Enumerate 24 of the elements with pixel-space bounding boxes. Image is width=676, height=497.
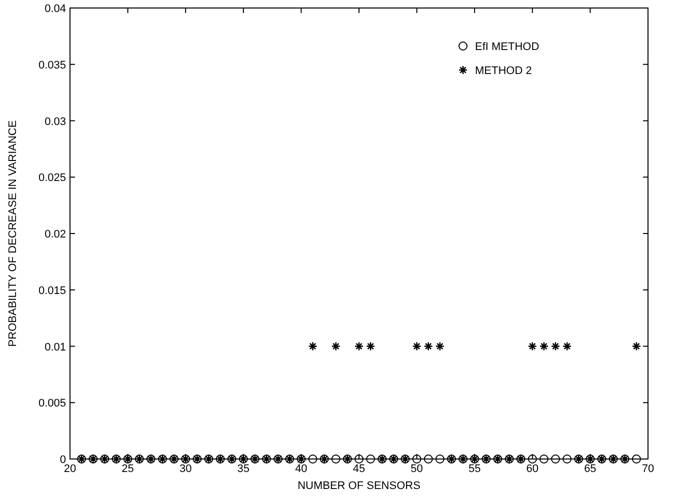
x-tick-label: 20 (64, 463, 76, 475)
x-tick-label: 25 (122, 463, 134, 475)
y-tick-label: 0 (60, 454, 66, 466)
x-tick-label: 45 (352, 463, 366, 475)
y-tick-label: 0.01 (44, 341, 66, 354)
y-tick-label: 0.005 (38, 398, 66, 410)
x-tick-label: 65 (584, 463, 596, 475)
y-tick-label: 0.035 (38, 59, 66, 72)
y-tick-label: 0.03 (44, 116, 66, 128)
y-tick-label: 0.015 (38, 284, 66, 297)
y-tick-label: 0.02 (44, 228, 66, 240)
y-tick-label: 0.025 (38, 172, 66, 184)
x-tick-label: 30 (179, 463, 192, 475)
y-tick-label: 0.04 (44, 3, 66, 15)
x-tick-label: 35 (237, 463, 250, 475)
x-axis-title: NUMBER OF SENSORS (298, 480, 420, 492)
x-tick-label: 70 (642, 463, 654, 475)
x-tick-label: 40 (295, 463, 308, 475)
x-tick-label: 50 (410, 463, 423, 475)
y-axis-title: PROBABILITY OF DECREASE IN VARIANCE (7, 120, 19, 347)
x-tick-label: 60 (526, 463, 539, 475)
legend-label: METHOD 2 (475, 65, 532, 77)
legend-label: EfI METHOD (475, 41, 540, 53)
x-tick-label: 55 (468, 463, 481, 475)
